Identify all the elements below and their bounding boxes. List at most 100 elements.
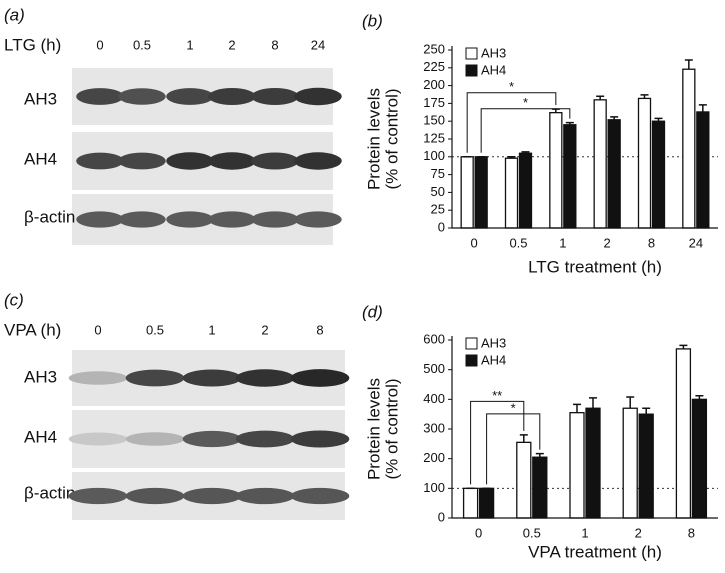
bar <box>532 456 548 519</box>
error-whisker <box>698 104 707 112</box>
blot-band <box>251 87 299 106</box>
legend-label: AH3 <box>481 335 506 350</box>
y-tick-label: 100 <box>423 480 445 495</box>
error-whisker <box>640 94 649 99</box>
y-tick-label: 250 <box>423 41 445 56</box>
significance-label: ** <box>492 388 502 403</box>
bar <box>637 97 652 229</box>
x-axis-label: LTG treatment (h) <box>528 257 662 276</box>
error-whisker <box>626 396 635 409</box>
legend-swatch <box>465 47 478 60</box>
blot-band <box>68 371 128 385</box>
row-label: AH4 <box>24 427 57 446</box>
bar <box>504 157 519 229</box>
x-tick-label: 2 <box>604 235 611 250</box>
error-bar <box>507 156 516 159</box>
error-whisker <box>565 121 574 125</box>
blot-label: VPA (h) <box>4 320 61 339</box>
blot-band <box>235 487 295 505</box>
blot-band <box>235 369 295 387</box>
blot-band <box>182 430 242 448</box>
blot-band <box>290 430 350 448</box>
row-label: AH3 <box>24 89 57 108</box>
error-whisker <box>519 434 528 443</box>
error-bar <box>596 95 605 100</box>
blot-band <box>166 88 214 105</box>
blot-band <box>290 487 350 505</box>
bar <box>691 398 708 519</box>
bar <box>622 407 638 519</box>
bar <box>549 112 563 229</box>
lane-label: 1 <box>186 37 193 52</box>
legend-label: AH4 <box>481 62 506 77</box>
error-whisker <box>610 116 619 120</box>
significance-label: * <box>523 95 528 110</box>
error-whisker <box>589 397 597 409</box>
lane-label: 8 <box>271 37 278 52</box>
y-axis-label: (% of control) <box>382 88 401 189</box>
error-bar <box>626 396 635 409</box>
blot-band <box>68 432 128 446</box>
significance-bracket <box>470 400 525 485</box>
blot-band <box>68 487 128 505</box>
blot-label: LTG (h) <box>4 35 61 54</box>
bar <box>696 111 710 229</box>
blot-band <box>208 152 256 170</box>
blot-band <box>125 432 185 446</box>
bar <box>607 119 621 229</box>
error-bar <box>654 117 663 122</box>
y-tick-label: 225 <box>423 59 445 74</box>
row-label: AH4 <box>24 149 57 168</box>
significance-bracket <box>486 413 541 485</box>
x-tick-label: 0 <box>471 235 478 250</box>
lane-label: 8 <box>316 322 323 337</box>
error-whisker <box>535 452 544 458</box>
axes <box>451 336 718 519</box>
blot-band <box>76 211 124 228</box>
y-tick-label: 200 <box>423 450 445 465</box>
bar <box>569 412 585 519</box>
bar <box>516 441 532 519</box>
blot-band <box>208 87 256 106</box>
error-bar <box>642 407 651 415</box>
y-tick-label: 0 <box>438 219 445 234</box>
bar <box>474 156 488 229</box>
y-tick-label: 100 <box>423 148 445 163</box>
x-tick-label: 8 <box>688 525 695 540</box>
y-tick-label: 500 <box>423 361 445 376</box>
blot-band <box>294 211 342 228</box>
y-axis-label: Protein levels <box>364 88 383 190</box>
error-whisker <box>521 151 530 154</box>
lane-label: 2 <box>228 37 235 52</box>
bar <box>462 487 479 519</box>
blot-band <box>118 211 166 228</box>
blot-band <box>76 88 124 105</box>
error-bar <box>573 403 581 413</box>
bar <box>563 124 577 229</box>
blot-band <box>208 211 256 228</box>
bar <box>478 487 495 519</box>
lane-label: 0.5 <box>146 322 164 337</box>
lane-label: 2 <box>261 322 268 337</box>
y-tick-label: 300 <box>423 420 445 435</box>
blot-band <box>235 430 295 448</box>
y-tick-label: 150 <box>423 113 445 128</box>
legend-label: AH4 <box>481 352 506 367</box>
x-tick-label: 1 <box>581 525 588 540</box>
bar <box>675 348 692 519</box>
lane-label: 24 <box>311 37 325 52</box>
y-axis-label: (% of control) <box>382 378 401 479</box>
bar <box>460 156 474 229</box>
blot-band <box>118 88 166 105</box>
significance-label: * <box>509 79 514 94</box>
y-tick-label: 400 <box>423 391 445 406</box>
axes <box>451 46 718 229</box>
error-whisker <box>507 156 516 159</box>
y-tick-label: 25 <box>431 202 445 217</box>
y-tick-label: 600 <box>423 331 445 346</box>
bar <box>682 68 696 229</box>
error-bar <box>589 397 597 409</box>
blot-band <box>294 152 342 170</box>
y-tick-label: 75 <box>431 166 445 181</box>
